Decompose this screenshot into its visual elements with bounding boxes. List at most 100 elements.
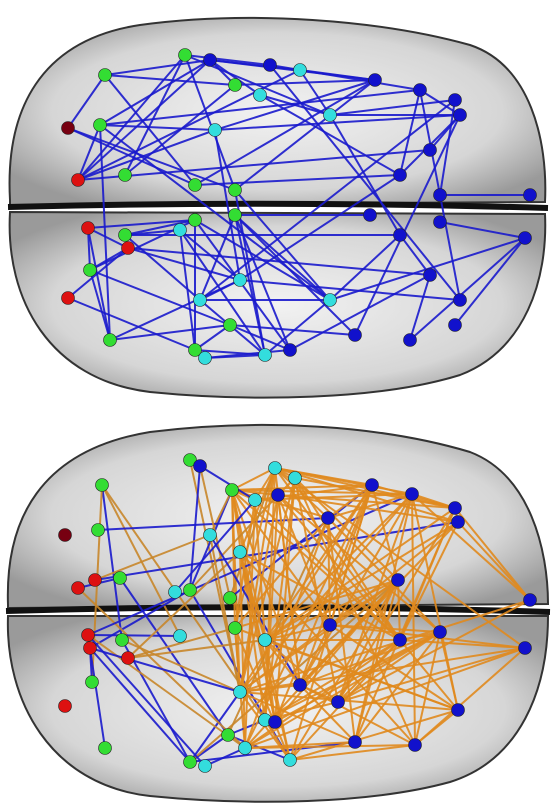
region-node (424, 144, 437, 157)
region-node (174, 224, 187, 237)
region-node (449, 94, 462, 107)
region-node (189, 214, 202, 227)
region-node (449, 319, 462, 332)
region-node (99, 742, 112, 755)
region-node (349, 736, 362, 749)
region-node (229, 622, 242, 635)
region-node (284, 754, 297, 767)
region-node (524, 594, 537, 607)
region-node (184, 584, 197, 597)
region-node (269, 462, 282, 475)
connection (88, 635, 180, 636)
region-node (82, 222, 95, 235)
region-node (249, 494, 262, 507)
brain-connectome-figure (0, 0, 560, 811)
region-node (179, 49, 192, 62)
region-node (324, 109, 337, 122)
region-node (394, 169, 407, 182)
region-node (239, 742, 252, 755)
region-node (86, 676, 99, 689)
region-node (62, 122, 75, 135)
region-node (452, 516, 465, 529)
region-node (406, 488, 419, 501)
region-node (72, 582, 85, 595)
region-node (369, 74, 382, 87)
top-brain (8, 18, 548, 398)
region-node (259, 349, 272, 362)
midline (8, 204, 548, 208)
region-node (322, 512, 335, 525)
region-node (184, 756, 197, 769)
region-node (229, 184, 242, 197)
region-node (82, 629, 95, 642)
region-node (122, 652, 135, 665)
region-node (169, 586, 182, 599)
region-node (324, 619, 337, 632)
region-node (194, 460, 207, 473)
bottom-brain (6, 425, 550, 802)
region-node (324, 294, 337, 307)
region-node (199, 352, 212, 365)
region-node (294, 679, 307, 692)
region-node (452, 704, 465, 717)
region-node (519, 642, 532, 655)
region-node (254, 89, 267, 102)
region-node (229, 79, 242, 92)
region-node (524, 189, 537, 202)
region-node (114, 572, 127, 585)
region-node (222, 729, 235, 742)
region-node (404, 334, 417, 347)
region-node (89, 574, 102, 587)
region-node (92, 524, 105, 537)
region-node (72, 174, 85, 187)
region-node (449, 502, 462, 515)
region-node (392, 574, 405, 587)
region-node (454, 109, 467, 122)
region-node (84, 642, 97, 655)
region-node (519, 232, 532, 245)
region-node (234, 274, 247, 287)
region-node (62, 292, 75, 305)
region-node (259, 634, 272, 647)
region-node (394, 634, 407, 647)
region-node (199, 760, 212, 773)
region-node (204, 54, 217, 67)
region-node (204, 529, 217, 542)
region-node (366, 479, 379, 492)
region-node (394, 229, 407, 242)
region-node (454, 294, 467, 307)
region-node (99, 69, 112, 82)
region-node (96, 479, 109, 492)
region-node (94, 119, 107, 132)
region-node (409, 739, 422, 752)
region-node (189, 179, 202, 192)
region-node (224, 319, 237, 332)
region-node (234, 546, 247, 559)
region-node (104, 334, 117, 347)
region-node (284, 344, 297, 357)
region-node (229, 209, 242, 222)
region-node (349, 329, 362, 342)
region-node (84, 264, 97, 277)
region-node (434, 626, 447, 639)
region-node (59, 529, 72, 542)
region-node (224, 592, 237, 605)
region-node (294, 64, 307, 77)
region-node (264, 59, 277, 72)
region-node (209, 124, 222, 137)
region-node (226, 484, 239, 497)
region-node (174, 630, 187, 643)
region-node (59, 700, 72, 713)
region-node (414, 84, 427, 97)
region-node (122, 242, 135, 255)
region-node (434, 216, 447, 229)
region-node (272, 489, 285, 502)
region-node (194, 294, 207, 307)
region-node (234, 686, 247, 699)
region-node (119, 169, 132, 182)
page: (() => { const NS = 'http://www.w3.org/2… (0, 0, 560, 811)
region-node (119, 229, 132, 242)
region-node (116, 634, 129, 647)
region-node (289, 472, 302, 485)
region-node (332, 696, 345, 709)
